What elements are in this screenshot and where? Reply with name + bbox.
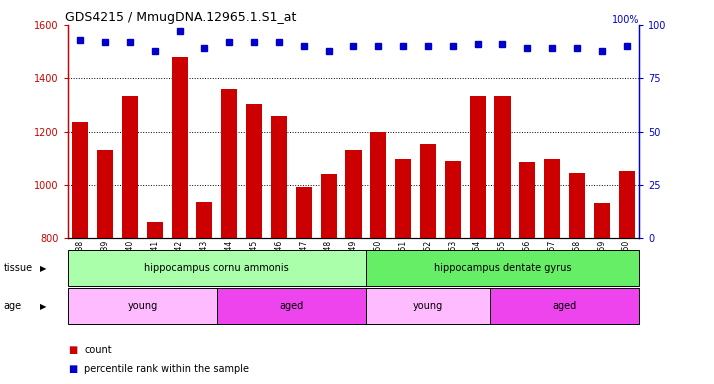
Bar — [445, 161, 461, 238]
Bar — [171, 57, 188, 238]
Text: 100%: 100% — [611, 15, 639, 25]
Bar — [490, 288, 639, 324]
Bar — [470, 96, 486, 238]
Bar — [217, 288, 366, 324]
Bar — [370, 132, 386, 238]
Text: young: young — [413, 301, 443, 311]
Bar — [420, 144, 436, 238]
Text: ▶: ▶ — [39, 302, 46, 311]
Bar — [395, 159, 411, 238]
Bar — [68, 250, 366, 286]
Text: hippocampus dentate gyrus: hippocampus dentate gyrus — [433, 263, 571, 273]
Bar — [594, 204, 610, 238]
Bar — [122, 96, 138, 238]
Text: young: young — [127, 301, 158, 311]
Bar — [146, 222, 163, 238]
Text: aged: aged — [553, 301, 577, 311]
Bar — [346, 150, 361, 238]
Bar — [366, 288, 490, 324]
Bar — [618, 172, 635, 238]
Bar — [321, 174, 337, 238]
Bar — [544, 159, 560, 238]
Text: percentile rank within the sample: percentile rank within the sample — [84, 364, 249, 374]
Bar — [271, 116, 287, 238]
Bar — [68, 288, 217, 324]
Text: hippocampus cornu ammonis: hippocampus cornu ammonis — [144, 263, 289, 273]
Bar — [366, 250, 639, 286]
Text: ■: ■ — [68, 345, 77, 355]
Bar — [196, 202, 213, 238]
Text: ▶: ▶ — [39, 263, 46, 273]
Text: ■: ■ — [68, 364, 77, 374]
Bar — [246, 104, 262, 238]
Bar — [296, 187, 312, 238]
Bar — [221, 89, 237, 238]
Bar — [72, 122, 89, 238]
Text: GDS4215 / MmugDNA.12965.1.S1_at: GDS4215 / MmugDNA.12965.1.S1_at — [65, 11, 296, 24]
Text: tissue: tissue — [4, 263, 33, 273]
Text: age: age — [4, 301, 21, 311]
Text: aged: aged — [279, 301, 303, 311]
Bar — [569, 173, 585, 238]
Text: count: count — [84, 345, 112, 355]
Bar — [519, 162, 536, 238]
Bar — [494, 96, 511, 238]
Bar — [97, 150, 113, 238]
